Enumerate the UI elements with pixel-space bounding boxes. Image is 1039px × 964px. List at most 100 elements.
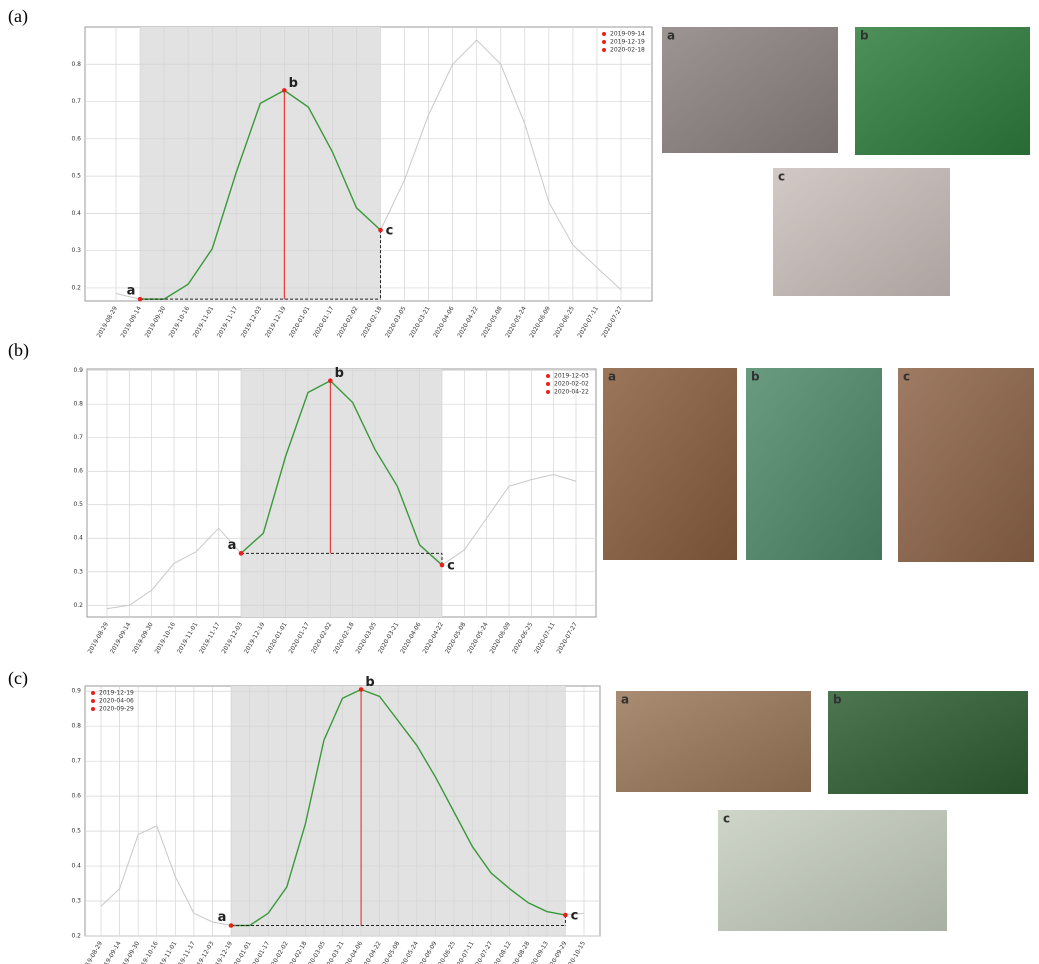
x-tick-label: 2019-09-14: [120, 305, 144, 339]
image-shade: [828, 691, 1028, 794]
point-label: c: [447, 559, 455, 574]
legend-marker: [602, 40, 606, 44]
image-shade: [746, 368, 882, 560]
x-tick-label: 2019-12-03: [221, 621, 245, 655]
key-point: [229, 923, 234, 928]
image-shade: [855, 27, 1030, 155]
x-tick-label: 2020-05-08: [444, 621, 468, 655]
legend-marker: [546, 374, 550, 378]
x-tick-label: 2020-05-24: [466, 621, 490, 655]
legend-label: 2020-02-02: [554, 381, 589, 388]
x-tick-label: 2020-03-05: [355, 621, 379, 655]
panel-label: (a): [8, 6, 28, 27]
x-tick-label: 2019-08-29: [96, 305, 120, 339]
x-tick-label: 2020-04-22: [456, 305, 480, 339]
point-label: c: [386, 224, 394, 239]
legend-marker: [91, 699, 95, 703]
image-shade: [662, 27, 838, 153]
image-shade: [603, 368, 737, 560]
key-point: [440, 563, 445, 568]
x-tick-label: 2020-06-25: [511, 621, 535, 655]
x-tick-label: 2020-03-21: [408, 305, 432, 339]
legend-marker: [91, 691, 95, 695]
x-tick-label: 2019-10-16: [168, 305, 192, 339]
x-tick-label: 2019-12-19: [264, 305, 288, 339]
y-tick-label: 0.4: [73, 535, 83, 542]
figure: (a)abc2019-08-292019-09-142019-09-302019…: [0, 0, 1039, 964]
x-tick-label: 2020-06-09: [489, 621, 513, 655]
y-tick-label: 0.5: [71, 828, 81, 835]
image-label: a: [667, 29, 675, 43]
y-tick-label: 0.4: [71, 863, 81, 870]
x-tick-label: 2020-07-11: [533, 621, 557, 655]
y-tick-label: 0.3: [71, 898, 81, 905]
point-label: b: [289, 76, 298, 91]
legend-marker: [602, 48, 606, 52]
legend-label: 2020-02-18: [610, 47, 645, 54]
x-tick-label: 2019-11-01: [192, 305, 216, 339]
key-point: [359, 687, 364, 692]
x-tick-label: 2019-08-29: [81, 940, 105, 964]
legend-label: 2019-12-03: [554, 373, 589, 380]
y-tick-label: 0.6: [71, 135, 81, 142]
x-tick-label: 2020-01-17: [312, 305, 336, 339]
y-tick-label: 0.8: [71, 723, 81, 730]
x-tick-label: 2020-04-06: [432, 305, 456, 339]
legend-label: 2019-12-19: [99, 690, 134, 697]
panel-label: (b): [8, 340, 29, 361]
image-shade: [773, 168, 950, 296]
y-tick-label: 0.6: [71, 793, 81, 800]
x-tick-label: 2020-02-18: [332, 621, 356, 655]
x-tick-label: 2020-04-06: [399, 621, 423, 655]
y-tick-label: 0.8: [73, 401, 83, 408]
x-tick-label: 2020-05-08: [480, 305, 504, 339]
y-tick-label: 0.3: [71, 247, 81, 254]
image-shade: [616, 691, 811, 792]
x-tick-label: 2019-11-01: [176, 621, 200, 655]
y-tick-label: 0.3: [73, 568, 83, 575]
x-tick-label: 2019-10-16: [154, 621, 178, 655]
point-label: c: [571, 909, 579, 924]
legend-label: 2020-04-06: [99, 698, 134, 705]
image-label: c: [723, 812, 730, 826]
point-label: b: [335, 366, 344, 381]
x-tick-label: 2019-08-29: [87, 621, 111, 655]
image-label: c: [778, 170, 785, 184]
y-tick-label: 0.4: [71, 210, 81, 217]
x-tick-label: 2019-09-14: [109, 621, 133, 655]
legend-marker: [546, 382, 550, 386]
x-tick-label: 2019-09-30: [131, 621, 155, 655]
x-tick-label: 2019-09-30: [144, 305, 168, 339]
image-label: a: [608, 370, 616, 384]
y-tick-label: 0.2: [71, 933, 81, 940]
highlight-region: [241, 369, 442, 617]
key-point: [138, 297, 143, 302]
x-tick-label: 2020-05-24: [504, 305, 528, 339]
x-tick-label: 2019-12-03: [240, 305, 264, 339]
y-tick-label: 0.7: [71, 98, 81, 105]
x-tick-label: 2020-06-09: [528, 305, 552, 339]
x-tick-label: 2020-02-02: [336, 305, 360, 339]
legend-marker: [546, 390, 550, 394]
y-tick-label: 0.2: [71, 284, 81, 291]
y-tick-label: 0.9: [73, 367, 83, 374]
key-point: [328, 378, 333, 383]
image-shade: [718, 810, 947, 931]
panel-label: (c): [8, 668, 28, 689]
x-tick-label: 2020-07-11: [576, 305, 600, 339]
image-label: b: [860, 29, 869, 43]
legend-label: 2019-09-14: [610, 31, 645, 38]
key-point: [239, 551, 244, 556]
legend-label: 2019-12-19: [610, 39, 645, 46]
x-tick-label: 2020-03-21: [377, 621, 401, 655]
x-tick-label: 2020-01-01: [265, 621, 289, 655]
image-shade: [898, 368, 1034, 562]
y-tick-label: 0.8: [71, 61, 81, 68]
y-tick-label: 0.2: [73, 602, 83, 609]
point-label: a: [127, 284, 136, 299]
x-tick-label: 2019-11-17: [198, 621, 222, 655]
image-label: b: [751, 370, 760, 384]
x-tick-label: 2019-12-19: [243, 621, 267, 655]
point-label: a: [218, 910, 227, 925]
y-tick-label: 0.6: [73, 468, 83, 475]
